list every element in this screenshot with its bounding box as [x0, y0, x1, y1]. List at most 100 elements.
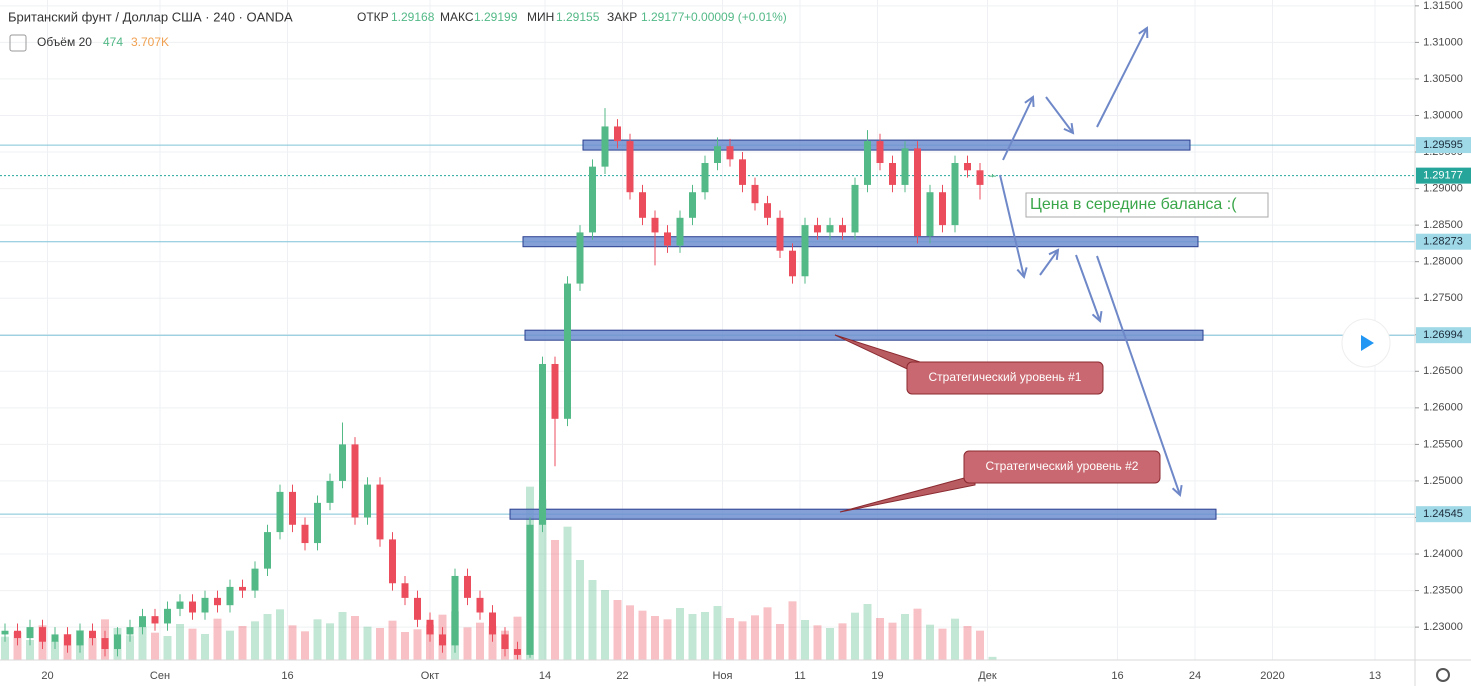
volume-bar — [251, 621, 259, 660]
volume-bar — [826, 628, 834, 660]
volume-bar — [763, 607, 772, 660]
y-tick-label: 1.28000 — [1423, 256, 1463, 268]
candle-body — [964, 162, 971, 171]
volume-bar — [301, 631, 309, 660]
volume-bar — [263, 614, 272, 660]
volume-bar — [376, 628, 384, 660]
candle-body — [301, 524, 309, 544]
candle-body — [814, 225, 821, 233]
volume-bar — [226, 630, 234, 660]
volume-bar — [563, 526, 572, 660]
candle-body — [14, 630, 21, 639]
candle-body — [714, 146, 721, 163]
candle-body — [451, 575, 459, 646]
candle-body — [639, 192, 646, 218]
settings-button[interactable] — [1436, 668, 1450, 682]
candle-body — [626, 141, 634, 193]
level-price-box — [1416, 137, 1471, 154]
candle-body — [789, 250, 796, 277]
volume-bar — [926, 624, 934, 660]
candle-body — [389, 539, 396, 584]
y-tick-label: 1.29000 — [1423, 182, 1463, 194]
candle-body — [414, 597, 421, 620]
arrow-line — [1039, 249, 1059, 276]
candle-body — [539, 363, 546, 525]
callout-box — [906, 361, 1104, 395]
candle-body — [676, 217, 684, 246]
volume-bar — [913, 608, 922, 660]
y-tick-label: 1.26000 — [1423, 402, 1463, 414]
candle-body — [426, 619, 434, 635]
candle-body — [914, 148, 921, 237]
x-tick-label: Окт — [421, 670, 440, 682]
candle-body — [201, 597, 209, 613]
x-tick-label: 2020 — [1260, 670, 1284, 682]
volume-bar — [613, 600, 622, 660]
y-tick-label: 1.24000 — [1423, 548, 1463, 560]
candle-body — [226, 586, 234, 606]
y-tick-label: 1.26500 — [1423, 365, 1463, 377]
arrow-head — [1048, 248, 1060, 261]
volume-bar — [13, 632, 22, 660]
candle-body — [26, 627, 34, 639]
volume-bar — [513, 616, 522, 660]
change-value: +0.00009 (+0.01%) — [684, 10, 787, 24]
volume-bar — [288, 625, 297, 660]
level-price-label: 1.29595 — [1423, 139, 1463, 151]
ohlc-value: 1.29177 — [641, 10, 685, 24]
candle-body — [589, 166, 596, 233]
ohlc-value: 1.29168 — [391, 10, 435, 24]
volume-bar — [213, 618, 222, 660]
volume-bar — [576, 560, 584, 660]
volume-bar — [238, 626, 247, 660]
candle-body — [551, 363, 559, 419]
volume-bar — [413, 629, 422, 660]
candle-body — [264, 532, 271, 569]
candle-body — [526, 524, 534, 655]
volume-bar — [551, 540, 559, 660]
annotation-box — [1025, 192, 1269, 218]
level-price-box — [1416, 506, 1471, 523]
candle-body — [439, 634, 446, 646]
candle-body — [839, 225, 846, 233]
y-tick-label: 1.31500 — [1423, 0, 1463, 12]
volume-bar — [988, 656, 997, 660]
level-zone — [522, 236, 1199, 248]
y-tick-label: 1.25500 — [1423, 438, 1463, 450]
play-icon — [1361, 335, 1374, 351]
volume-bar — [188, 628, 197, 660]
candle-body — [864, 141, 871, 185]
chart-title: Британский фунт / Доллар США · 240 · OAN… — [8, 9, 293, 24]
x-tick-label: 14 — [539, 670, 551, 682]
x-tick-label: 16 — [1111, 670, 1123, 682]
candle-body — [114, 634, 121, 650]
arrow-head — [1171, 484, 1183, 497]
callout-box — [963, 450, 1161, 484]
volume-bar — [388, 620, 397, 660]
candles-layer — [1, 108, 996, 660]
level-zone — [509, 508, 1217, 520]
volume-current: 474 — [103, 35, 123, 49]
overlay-layer: Цена в середине баланса :(Стратегический… — [834, 26, 1269, 513]
candle-body — [364, 484, 371, 518]
collapse-button[interactable] — [9, 34, 27, 52]
candle-body — [726, 146, 734, 160]
volume-bar — [951, 618, 959, 660]
candle-body — [176, 601, 184, 609]
candle-body — [89, 630, 96, 639]
arrow-line — [1096, 27, 1148, 128]
arrow-head — [1091, 310, 1103, 323]
y-tick-label: 1.28500 — [1423, 219, 1463, 231]
volume-bar — [401, 632, 409, 660]
volume-bar — [276, 609, 284, 660]
x-tick-label: 19 — [871, 670, 883, 682]
candle-body — [851, 184, 859, 233]
candle-body — [901, 148, 909, 185]
candle-body — [51, 634, 59, 642]
y-tick-label: 1.27500 — [1423, 292, 1463, 304]
volume-bar — [201, 634, 209, 660]
volume-bar — [138, 626, 147, 660]
ohlc-label: ЗАКР — [607, 10, 637, 24]
candle-body — [501, 634, 509, 650]
volume-bar — [788, 601, 797, 660]
